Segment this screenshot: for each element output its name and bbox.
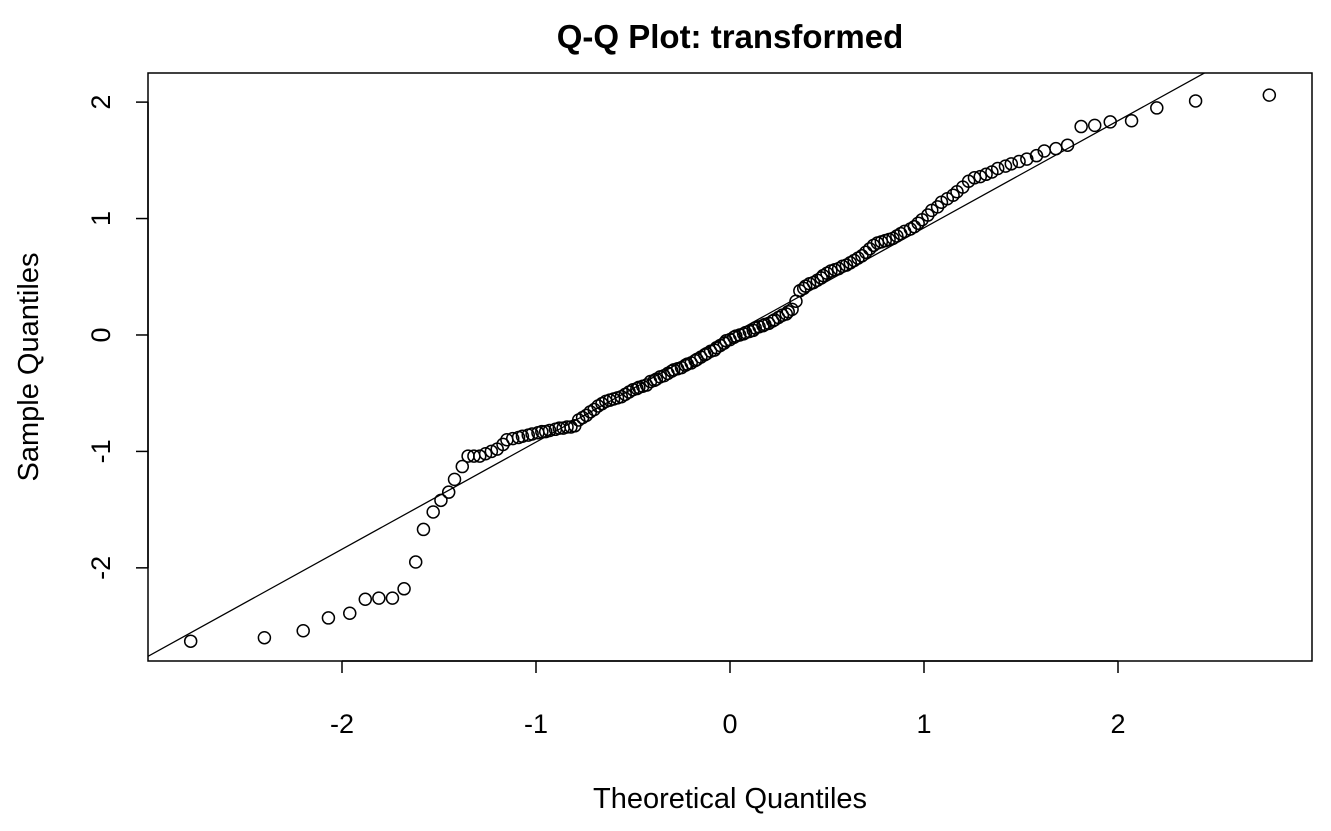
data-point: [416, 522, 431, 537]
data-point: [1004, 157, 1019, 171]
data-point: [665, 364, 679, 378]
data-point: [1262, 88, 1277, 102]
y-tick-label: 0: [86, 327, 116, 342]
chart-title: Q-Q Plot: transformed: [557, 18, 904, 55]
data-point: [930, 200, 945, 214]
data-point: [1103, 115, 1117, 129]
x-axis-label: Theoretical Quantiles: [593, 783, 867, 815]
data-point: [862, 242, 877, 256]
data-point: [257, 630, 272, 645]
plot-frame: [147, 72, 1313, 662]
y-tick-label: 1: [86, 211, 116, 226]
y-tick-label: -2: [86, 556, 116, 580]
data-point: [990, 161, 1005, 176]
data-point: [434, 493, 448, 508]
data-point: [358, 592, 373, 607]
data-point: [515, 429, 530, 444]
data-point: [727, 330, 741, 345]
data-points: [183, 88, 1277, 648]
data-point: [372, 591, 386, 605]
data-point: [535, 424, 549, 439]
data-point: [630, 381, 644, 396]
data-point: [505, 431, 520, 446]
data-point: [397, 582, 411, 596]
data-point: [478, 446, 493, 461]
data-point: [472, 449, 487, 463]
data-point: [1060, 138, 1075, 152]
y-axis: -2 -1 0 1 2: [86, 95, 149, 580]
data-point: [785, 302, 799, 317]
data-point: [408, 555, 423, 569]
x-tick-label: 2: [1110, 709, 1125, 739]
data-point: [736, 327, 751, 341]
data-point: [1029, 148, 1044, 163]
data-point: [484, 444, 499, 459]
data-point: [639, 378, 654, 392]
data-point: [1124, 113, 1139, 128]
data-point: [542, 423, 557, 438]
data-point: [973, 169, 988, 184]
data-point: [183, 634, 198, 648]
data-point: [496, 437, 510, 452]
data-point: [1150, 101, 1164, 115]
data-point: [998, 159, 1013, 173]
x-tick-label: 1: [916, 709, 931, 739]
data-point: [921, 208, 935, 222]
data-point: [855, 249, 869, 263]
x-tick-label: -1: [524, 709, 548, 739]
data-point: [1020, 152, 1034, 166]
data-point: [321, 611, 336, 625]
y-tick-label: 2: [86, 95, 116, 110]
data-point: [426, 505, 440, 519]
data-point: [1188, 94, 1203, 108]
data-point: [296, 623, 310, 638]
y-tick-label: -1: [86, 439, 116, 463]
data-point: [455, 459, 470, 474]
data-point: [1087, 118, 1102, 133]
data-point: [1012, 154, 1026, 169]
data-point: [911, 216, 925, 230]
data-point: [859, 245, 873, 260]
data-point: [447, 472, 462, 487]
x-tick-label: 0: [722, 709, 737, 739]
x-tick-label: -2: [330, 709, 354, 739]
data-point: [385, 591, 400, 605]
data-point: [946, 188, 960, 203]
data-point: [560, 420, 574, 434]
data-point: [907, 219, 922, 234]
data-point: [1074, 119, 1088, 134]
data-point: [1049, 141, 1063, 156]
data-point: [979, 167, 993, 182]
data-point: [343, 606, 357, 621]
data-point: [441, 485, 456, 499]
y-axis-label: Sample Quantiles: [13, 253, 45, 482]
x-axis: -2 -1 0 1 2: [330, 660, 1126, 739]
data-point: [525, 427, 539, 441]
